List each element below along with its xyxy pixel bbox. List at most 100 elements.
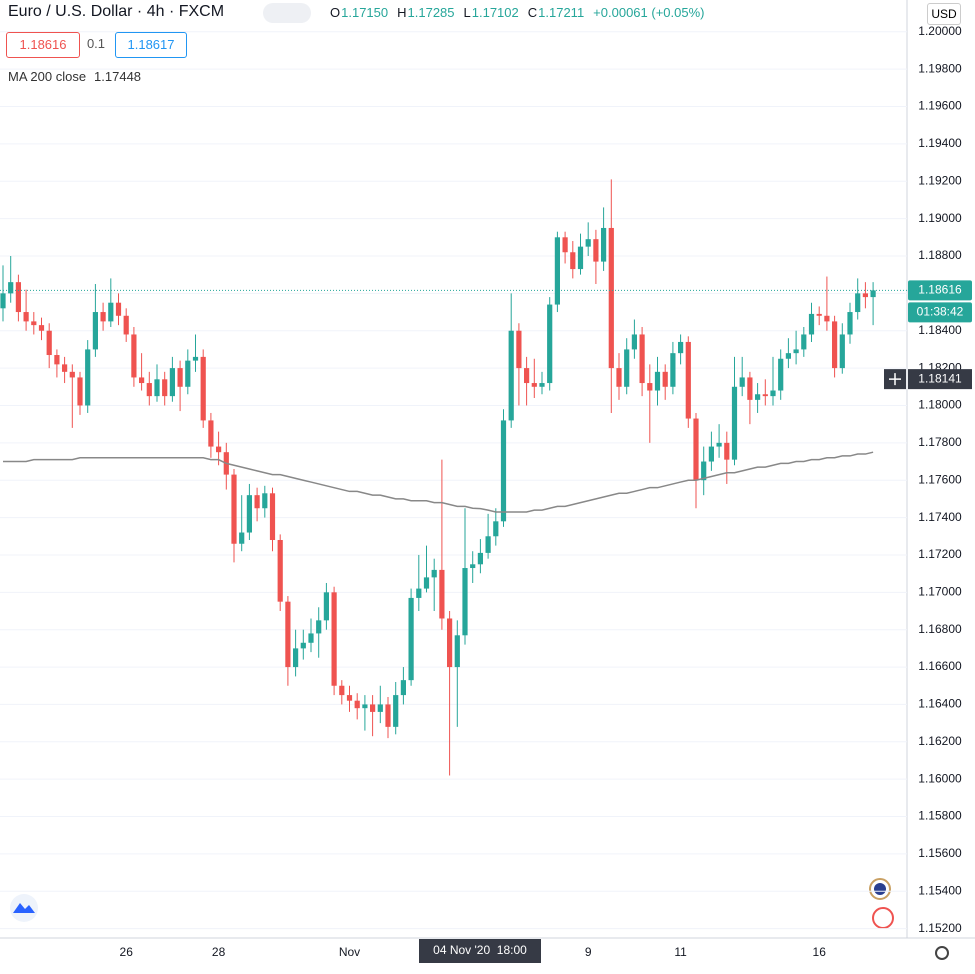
- candle-body: [616, 368, 622, 387]
- y-tick-label: 1.18800: [918, 248, 962, 262]
- status-value: 1.17211: [538, 5, 585, 20]
- x-tick-label: 11: [674, 945, 687, 959]
- candle-body: [585, 239, 591, 247]
- chart-title: Euro / U.S. Dollar · 4h · FXCM: [8, 3, 225, 20]
- candle-body: [8, 282, 14, 294]
- candle-body: [708, 446, 714, 462]
- candle-body: [816, 313, 822, 316]
- candle-body: [408, 597, 414, 681]
- candle-body: [716, 442, 722, 447]
- crosshair-price-tag: [908, 369, 972, 390]
- candle-body: [539, 383, 545, 387]
- candle-body: [608, 227, 614, 369]
- candle-body: [108, 302, 114, 322]
- candle-body: [855, 293, 861, 313]
- candle-body: [185, 360, 191, 387]
- event-icon[interactable]: [872, 907, 894, 929]
- candle-body: [731, 386, 738, 460]
- candle-body: [439, 569, 445, 619]
- x-tick-label: Nov: [339, 945, 360, 959]
- y-tick-label: 1.17200: [918, 547, 962, 561]
- y-tick-label: 1.19600: [918, 99, 962, 113]
- candle-body: [123, 315, 129, 335]
- candle-body: [285, 601, 291, 668]
- candle-body: [577, 246, 584, 270]
- candle-body: [801, 334, 807, 350]
- candle-body: [331, 592, 337, 686]
- moving-average: [3, 451, 874, 513]
- y-tick-label: 1.19800: [918, 61, 962, 75]
- candle-body: [377, 704, 383, 712]
- x-tick-label: 28: [212, 945, 226, 959]
- candle-body: [477, 552, 483, 565]
- candle-body: [100, 312, 106, 322]
- candle-body: [693, 418, 699, 481]
- status-value: 1.17150: [341, 5, 389, 20]
- candle-body: [92, 312, 98, 350]
- y-tick-label: 1.16800: [918, 622, 962, 636]
- candle-body: [631, 334, 637, 350]
- candle-body: [778, 358, 784, 391]
- countdown-label: 01:38:42: [917, 305, 964, 319]
- y-tick-label: 1.18400: [918, 323, 962, 337]
- candle-body: [562, 237, 568, 253]
- sell-button[interactable]: 1.18616: [6, 32, 80, 58]
- candle-body: [416, 588, 422, 598]
- last-price-tag: [908, 280, 972, 301]
- candle-body: [339, 685, 345, 696]
- candle-body: [847, 312, 853, 335]
- logo-mark: [13, 903, 35, 913]
- candle-body: [862, 293, 868, 298]
- candle-body: [154, 379, 160, 397]
- candle-body: [192, 356, 199, 361]
- candle-body: [670, 353, 676, 387]
- candle-body: [824, 315, 830, 322]
- candle-body: [231, 474, 237, 544]
- candle-body: [346, 695, 353, 701]
- candle-body: [169, 368, 175, 397]
- settings-icon[interactable]: [935, 946, 949, 960]
- candle-body: [770, 390, 776, 397]
- indicator-value: 1.17448: [94, 69, 142, 84]
- candle-body: [385, 704, 391, 727]
- candle-body: [662, 371, 668, 387]
- candle-body: [69, 371, 75, 378]
- candle-body: [500, 420, 507, 522]
- candle-body: [293, 648, 299, 668]
- candle-body: [547, 304, 553, 384]
- candle-body: [162, 379, 168, 397]
- candle-body: [524, 368, 530, 384]
- status-value: 1.17102: [471, 5, 519, 20]
- candle-body: [423, 577, 430, 589]
- candle-body: [601, 227, 607, 262]
- spread: 0.1: [86, 36, 106, 51]
- candle-body: [447, 618, 453, 668]
- candle-body: [277, 540, 283, 602]
- buy-button[interactable]: 1.18617: [115, 32, 187, 58]
- candle-body: [654, 371, 661, 391]
- countdown-tag: [908, 302, 972, 323]
- status-value: 1.17285: [407, 5, 455, 20]
- candle-body: [239, 532, 245, 544]
- x-tick-label: 26: [120, 945, 134, 959]
- candle-body: [785, 353, 791, 359]
- candle-body: [0, 293, 6, 309]
- event-icon-inner: [874, 883, 886, 895]
- y-tick-label: 1.15600: [918, 846, 962, 860]
- candle-body: [262, 493, 268, 509]
- candle-body: [31, 321, 37, 326]
- status-label: C: [527, 5, 538, 20]
- toggle-icons[interactable]: [263, 3, 311, 23]
- crosshair-price-label: 1.18141: [918, 371, 962, 385]
- candle-body: [370, 704, 376, 712]
- x-tick-label: 16: [813, 945, 827, 959]
- y-tick-label: 1.17400: [918, 510, 962, 524]
- candle-body: [177, 368, 183, 387]
- candle-body: [316, 620, 322, 634]
- candle-body: [38, 325, 45, 331]
- y-tick-label: 1.20000: [918, 24, 962, 38]
- candle-body: [393, 695, 399, 727]
- candle-body: [639, 334, 645, 384]
- currency-button[interactable]: USD: [927, 3, 961, 25]
